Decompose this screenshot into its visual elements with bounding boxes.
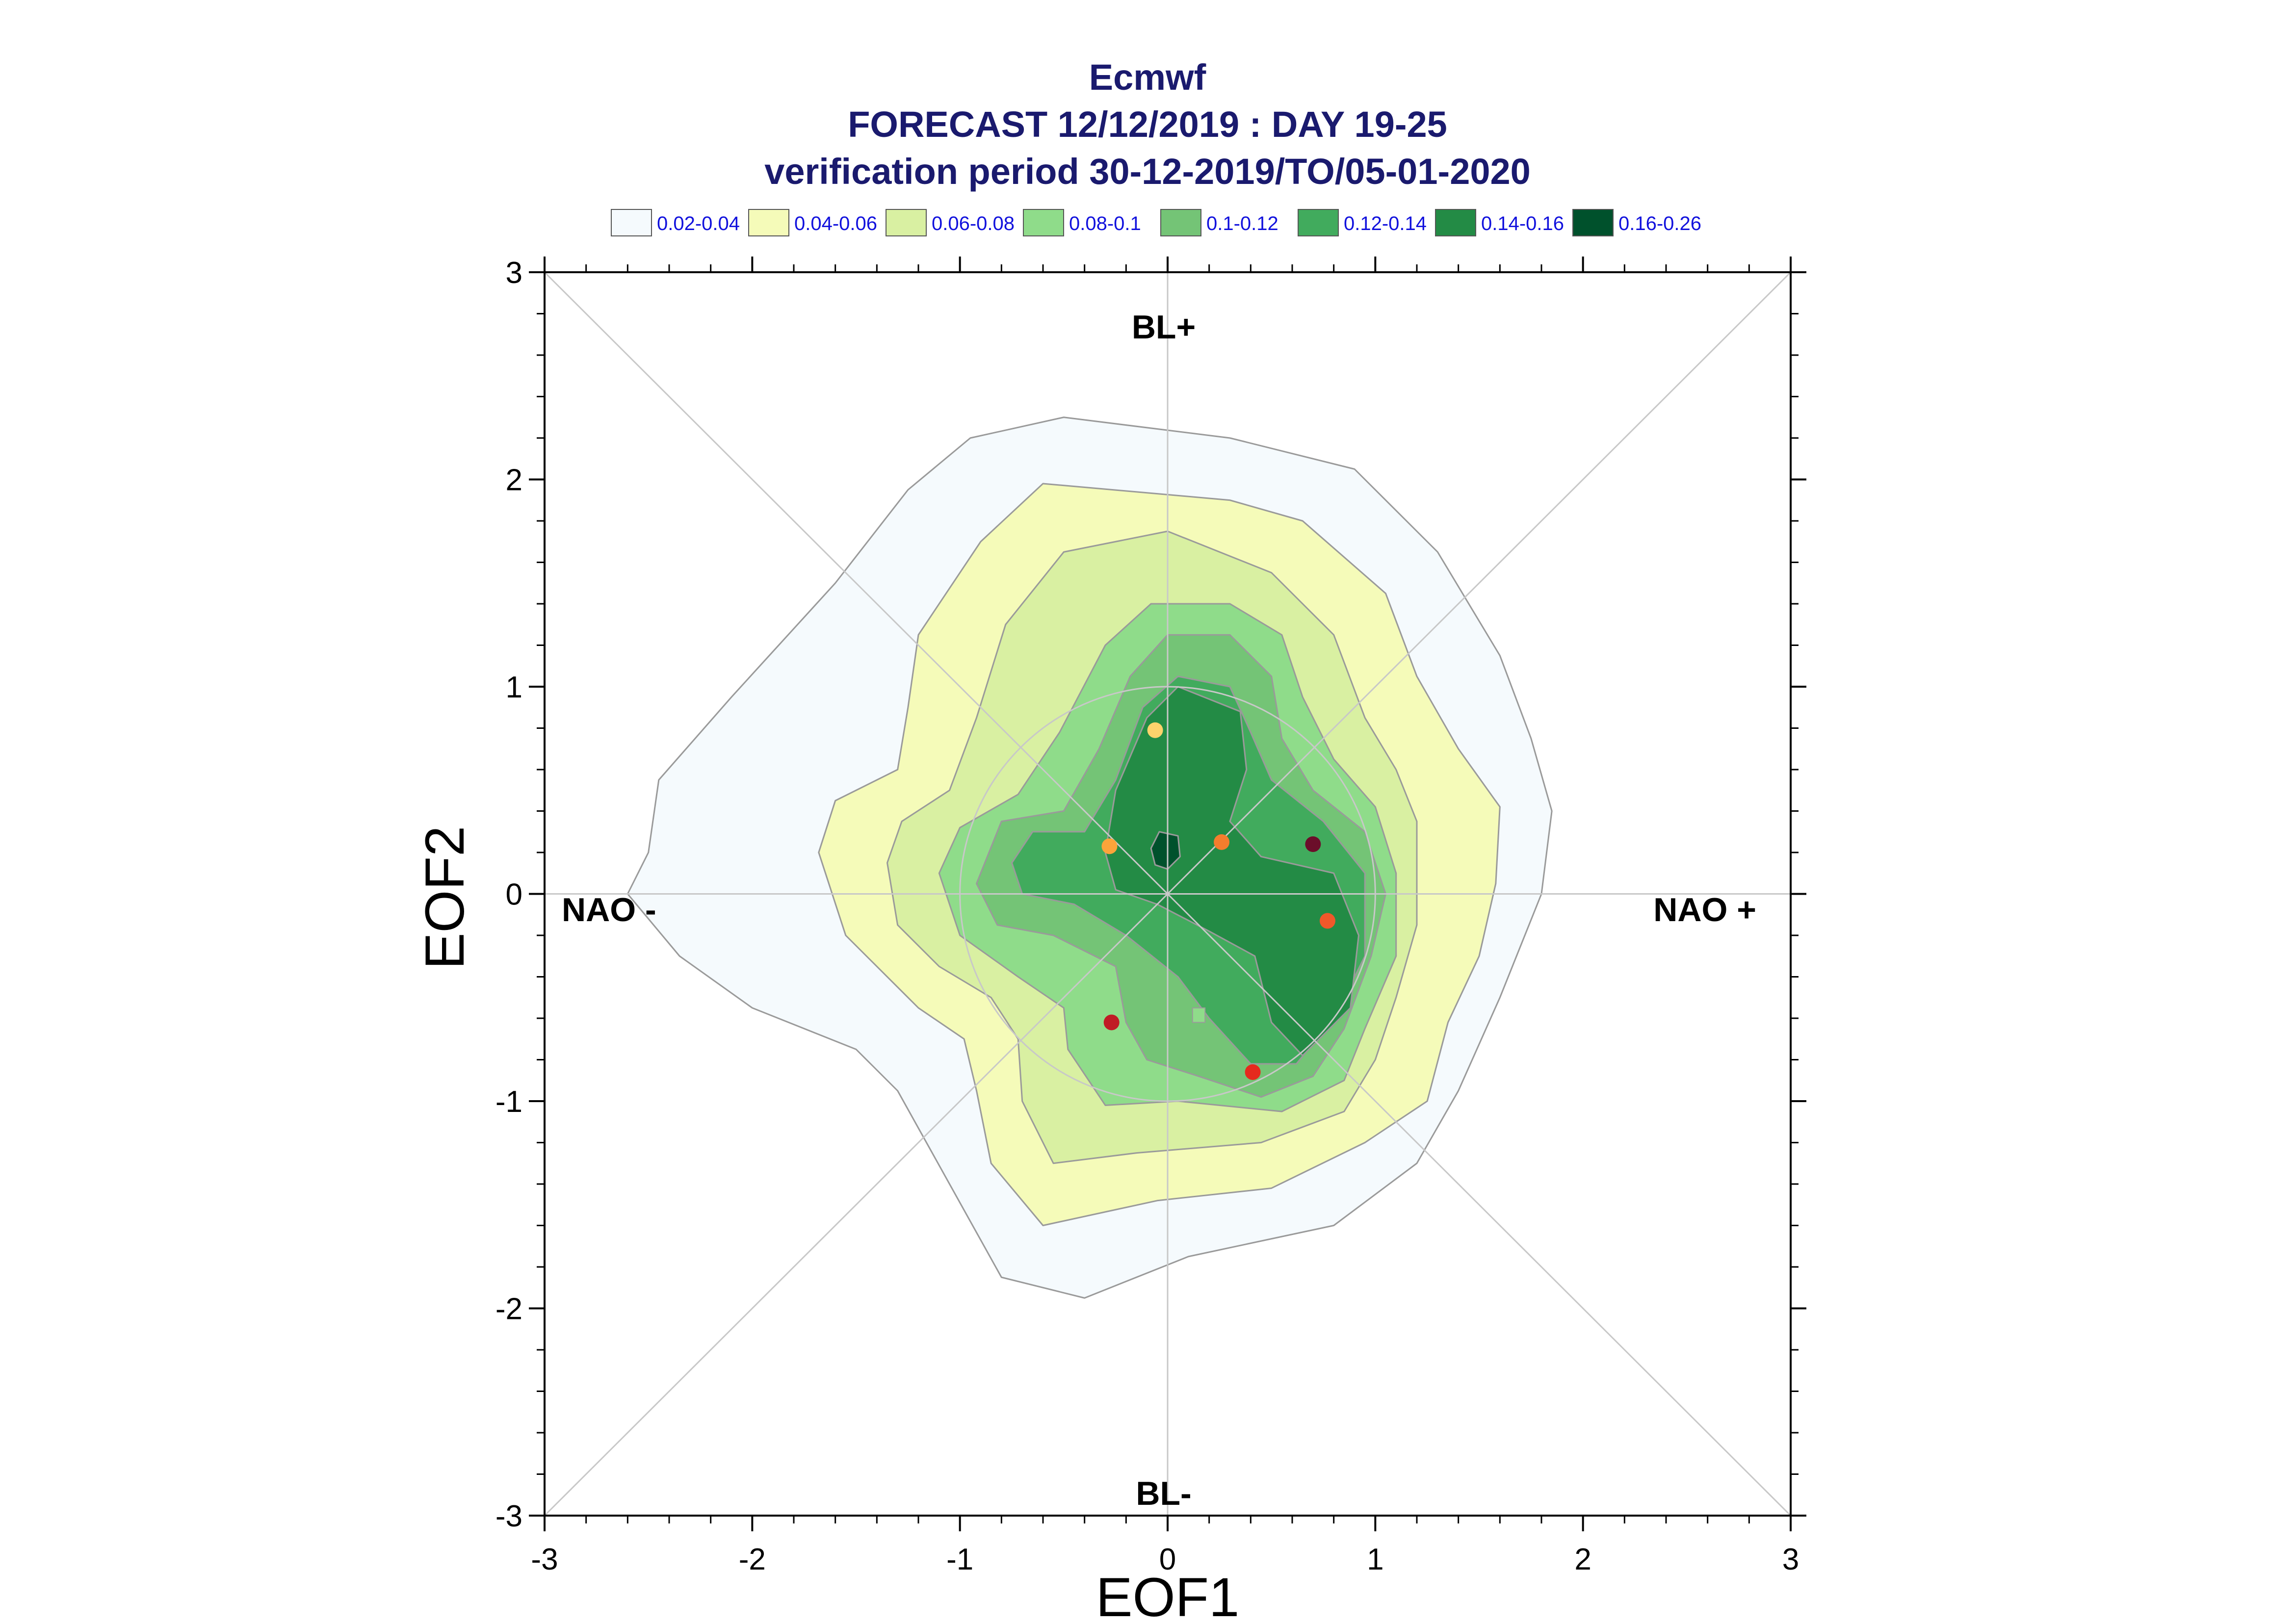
member-point xyxy=(1101,838,1118,854)
member-point xyxy=(1305,836,1321,852)
member-point xyxy=(1214,834,1230,850)
density-contours xyxy=(626,416,1553,1299)
y-tick-label: 0 xyxy=(506,878,522,912)
legend-label: 0.16-0.26 xyxy=(1618,213,1702,234)
region-label-nao-minus: NAO - xyxy=(562,891,656,928)
y-axis-title: EOF2 xyxy=(414,826,475,970)
legend-swatch xyxy=(748,209,789,236)
reference-circle xyxy=(959,686,1376,1102)
x-axis-title: EOF1 xyxy=(1096,1567,1240,1624)
y-tick-label: 1 xyxy=(506,670,522,704)
x-tick-label: -1 xyxy=(946,1543,973,1576)
legend-label: 0.1-0.12 xyxy=(1206,213,1278,234)
legend-swatch xyxy=(1160,209,1201,236)
legend-swatch xyxy=(1023,209,1064,236)
y-tick-label: -2 xyxy=(496,1292,522,1326)
x-tick-label: 2 xyxy=(1574,1543,1591,1576)
ensemble-members xyxy=(1101,722,1335,1080)
member-point xyxy=(1147,722,1163,738)
x-tick-label: -2 xyxy=(739,1543,766,1576)
member-point xyxy=(1103,1014,1120,1031)
legend-swatch xyxy=(1572,209,1614,236)
density-level-0.16-0.26 xyxy=(1150,831,1181,870)
x-tick-label: 1 xyxy=(1367,1543,1383,1576)
axes: -3 -2 -1 0 1 2 3 3 2 1 0 -1 -2 -3 xyxy=(496,256,1806,1576)
chart-subtitle-verification: verification period 30-12-2019/TO/05-01-… xyxy=(764,151,1531,192)
x-tick-label: 3 xyxy=(1782,1543,1799,1576)
x-tick-label: -3 xyxy=(531,1543,558,1576)
chart-title: Ecmwf xyxy=(1089,57,1206,98)
y-tick-label: 3 xyxy=(506,256,522,290)
legend-label: 0.04-0.06 xyxy=(794,213,878,234)
x-tick-label: 0 xyxy=(1159,1543,1176,1576)
chart-subtitle-forecast: FORECAST 12/12/2019 : DAY 19-25 xyxy=(848,104,1447,145)
legend-swatch xyxy=(1298,209,1339,236)
legend-label: 0.08-0.1 xyxy=(1069,213,1141,234)
guide-lines xyxy=(544,271,1792,1517)
region-label-nao-plus: NAO + xyxy=(1653,891,1756,928)
legend-label: 0.14-0.16 xyxy=(1481,213,1565,234)
legend-label: 0.02-0.04 xyxy=(657,213,740,234)
member-point xyxy=(1319,913,1335,929)
region-labels: BL+ BL- NAO - NAO + EOF1 EOF2 xyxy=(414,309,1756,1624)
legend-swatch xyxy=(611,209,652,236)
region-label-bl-plus: BL+ xyxy=(1132,309,1196,346)
y-tick-label: 2 xyxy=(506,464,522,497)
legend-swatch xyxy=(1435,209,1476,236)
chart-title-block: Ecmwf FORECAST 12/12/2019 : DAY 19-25 ve… xyxy=(0,54,2295,195)
y-tick-label: -3 xyxy=(496,1499,522,1533)
region-label-bl-minus: BL- xyxy=(1136,1475,1191,1512)
legend-label: 0.12-0.14 xyxy=(1344,213,1427,234)
y-tick-label: -1 xyxy=(496,1085,522,1119)
member-point xyxy=(1245,1064,1261,1080)
density-pocket xyxy=(1192,1007,1206,1023)
legend-swatch xyxy=(886,209,927,236)
legend-label: 0.06-0.08 xyxy=(932,213,1015,234)
